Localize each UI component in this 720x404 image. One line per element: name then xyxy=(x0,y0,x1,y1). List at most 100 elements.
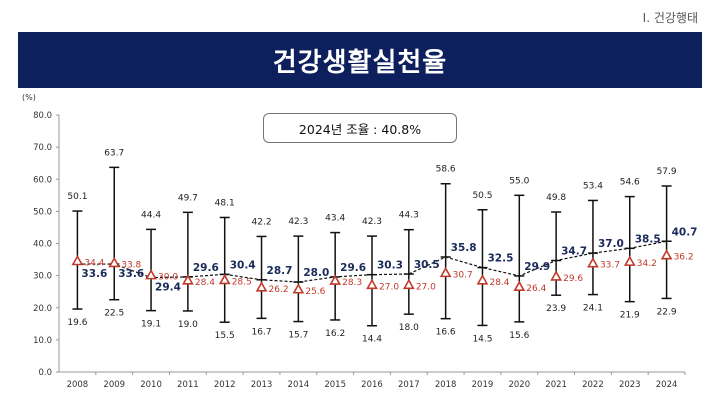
median-triangle xyxy=(255,281,268,292)
x-tick-label: 2014 xyxy=(288,380,310,390)
max-label: 53.4 xyxy=(583,181,603,191)
y-tick-label: 50.0 xyxy=(33,207,52,217)
x-tick-label: 2019 xyxy=(472,380,494,390)
median-label: 30.0 xyxy=(158,273,178,283)
max-label: 55.0 xyxy=(509,176,529,186)
median-triangle xyxy=(218,273,231,285)
max-label: 50.5 xyxy=(472,191,492,201)
y-axis-label: (%) xyxy=(22,93,36,102)
median-label: 28.3 xyxy=(342,278,362,288)
min-label: 19.6 xyxy=(67,318,87,328)
x-tick-label: 2016 xyxy=(361,380,383,390)
median-label: 29.6 xyxy=(563,274,583,284)
median-triangle xyxy=(108,256,121,268)
median-label: 28.5 xyxy=(232,277,252,287)
overall-label: 28.7 xyxy=(267,265,293,277)
median-label: 34.2 xyxy=(637,259,657,269)
median-label: 30.7 xyxy=(453,270,473,280)
overall-label: 32.5 xyxy=(487,253,513,265)
x-tick-label: 2024 xyxy=(656,380,678,390)
overall-label: 33.6 xyxy=(118,268,144,280)
min-label: 22.5 xyxy=(104,309,124,319)
median-triangle xyxy=(402,278,415,290)
min-label: 22.9 xyxy=(657,307,677,317)
median-triangle xyxy=(550,270,562,281)
y-tick-label: 70.0 xyxy=(33,143,52,153)
overall-label: 28.0 xyxy=(303,267,329,279)
median-triangle xyxy=(145,268,157,280)
overall-line xyxy=(77,240,667,283)
max-label: 42.3 xyxy=(288,217,308,227)
overall-label: 37.0 xyxy=(598,238,624,250)
min-label: 16.2 xyxy=(325,329,345,339)
y-tick-label: 60.0 xyxy=(33,175,52,185)
overall-label: 29.6 xyxy=(193,262,219,274)
median-triangle xyxy=(71,254,84,266)
max-label: 58.6 xyxy=(436,165,456,175)
max-label: 42.3 xyxy=(362,217,382,227)
min-label: 16.6 xyxy=(436,328,456,338)
overall-label: 30.3 xyxy=(377,260,403,272)
median-triangle xyxy=(513,280,526,291)
median-triangle xyxy=(366,278,378,290)
x-tick-label: 2013 xyxy=(251,380,273,390)
max-label: 49.8 xyxy=(546,193,566,203)
median-label: 25.6 xyxy=(305,287,325,297)
section-label: Ⅰ. 건강행태 xyxy=(642,11,698,25)
max-label: 44.3 xyxy=(399,211,419,221)
max-label: 57.9 xyxy=(657,167,677,177)
x-tick-label: 2012 xyxy=(214,380,236,390)
min-label: 14.5 xyxy=(472,334,492,344)
min-label: 24.1 xyxy=(583,304,603,314)
annotation-box: 2024년 조율 : 40.8% xyxy=(263,113,457,143)
min-label: 15.6 xyxy=(509,331,529,341)
min-label: 19.0 xyxy=(178,320,198,330)
y-tick-label: 10.0 xyxy=(33,336,52,346)
x-tick-label: 2020 xyxy=(508,380,530,390)
max-label: 44.4 xyxy=(141,210,161,220)
min-label: 15.5 xyxy=(215,331,235,341)
median-label: 26.2 xyxy=(269,285,289,295)
median-label: 28.4 xyxy=(195,278,215,288)
min-label: 18.0 xyxy=(399,323,419,333)
x-tick-label: 2022 xyxy=(582,380,604,390)
overall-label: 35.8 xyxy=(451,242,477,254)
max-label: 63.7 xyxy=(104,148,124,158)
overall-label: 30.4 xyxy=(230,259,256,271)
median-label: 33.7 xyxy=(600,261,620,271)
page-title: 건강생활실천율 xyxy=(272,47,448,78)
median-label: 26.4 xyxy=(526,284,546,294)
max-label: 48.1 xyxy=(215,198,235,208)
y-tick-label: 40.0 xyxy=(33,240,52,250)
min-label: 21.9 xyxy=(620,311,640,321)
median-label: 33.8 xyxy=(121,260,141,270)
max-label: 50.1 xyxy=(67,192,87,202)
min-label: 14.4 xyxy=(362,335,382,345)
y-tick-label: 80.0 xyxy=(33,111,52,121)
median-triangle xyxy=(660,249,673,260)
median-triangle xyxy=(476,274,489,285)
x-tick-label: 2023 xyxy=(619,380,641,390)
x-tick-label: 2017 xyxy=(398,380,420,390)
median-label: 34.4 xyxy=(84,258,104,268)
median-label: 36.2 xyxy=(674,253,694,263)
min-label: 19.1 xyxy=(141,320,161,330)
x-tick-label: 2010 xyxy=(140,380,162,390)
x-tick-label: 2009 xyxy=(103,380,125,390)
median-label: 28.4 xyxy=(489,278,509,288)
max-label: 49.7 xyxy=(178,193,198,203)
min-label: 16.7 xyxy=(252,327,272,337)
overall-label: 40.7 xyxy=(672,226,698,238)
x-tick-label: 2018 xyxy=(435,380,457,390)
median-label: 27.0 xyxy=(416,282,436,292)
median-triangle xyxy=(292,283,305,294)
y-tick-label: 20.0 xyxy=(33,304,52,314)
overall-label: 33.6 xyxy=(81,268,107,280)
title-band: 건강생활실천율 xyxy=(18,32,702,88)
x-tick-label: 2011 xyxy=(177,380,199,390)
median-triangle xyxy=(623,255,636,266)
y-tick-label: 0.0 xyxy=(38,368,52,378)
overall-label: 38.5 xyxy=(635,233,661,245)
max-label: 54.6 xyxy=(620,178,640,188)
